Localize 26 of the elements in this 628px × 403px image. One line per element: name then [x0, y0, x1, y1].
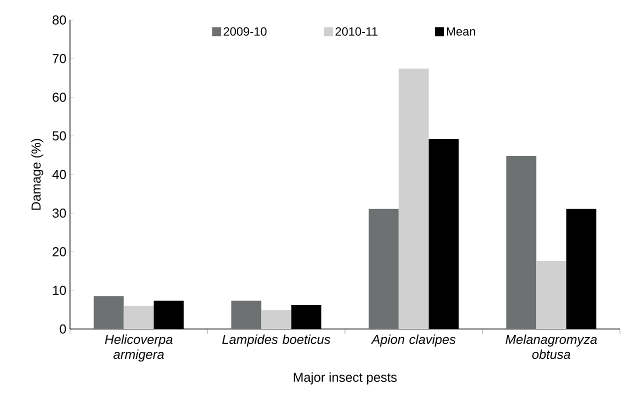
- y-tick-label: 70: [52, 54, 66, 64]
- bar: [506, 156, 536, 329]
- legend-label: 2010-11: [336, 27, 378, 36]
- y-axis-title: Damage (%): [31, 138, 44, 210]
- x-tick-label: Helicoverpa armigera: [104, 334, 172, 362]
- bar: [231, 300, 262, 329]
- x-tick-label: Melanagromyza obtusa: [506, 334, 597, 359]
- bar: [261, 310, 292, 329]
- bar: [124, 306, 154, 329]
- x-axis-title: Major insect pests: [294, 372, 397, 384]
- y-tick-label: 0: [60, 324, 66, 334]
- x-tick-label: Apion clavipes: [370, 334, 456, 347]
- x-tick-label: Lampides boeticus: [222, 334, 330, 347]
- y-tick-label: 10: [53, 286, 66, 295]
- legend-label: Mean: [446, 27, 476, 36]
- y-tick-label: 20: [52, 247, 66, 256]
- bar: [398, 68, 429, 329]
- legend-label: 2009-10: [224, 27, 267, 36]
- y-tick-label: 80: [52, 15, 66, 25]
- y-tick-label: 30: [52, 208, 66, 218]
- y-tick-label: 40: [52, 170, 66, 180]
- y-tick-label: 50: [52, 131, 66, 140]
- y-tick-label: 60: [52, 92, 66, 102]
- bar: [368, 208, 399, 329]
- bar: [536, 261, 566, 329]
- bar: [94, 296, 124, 329]
